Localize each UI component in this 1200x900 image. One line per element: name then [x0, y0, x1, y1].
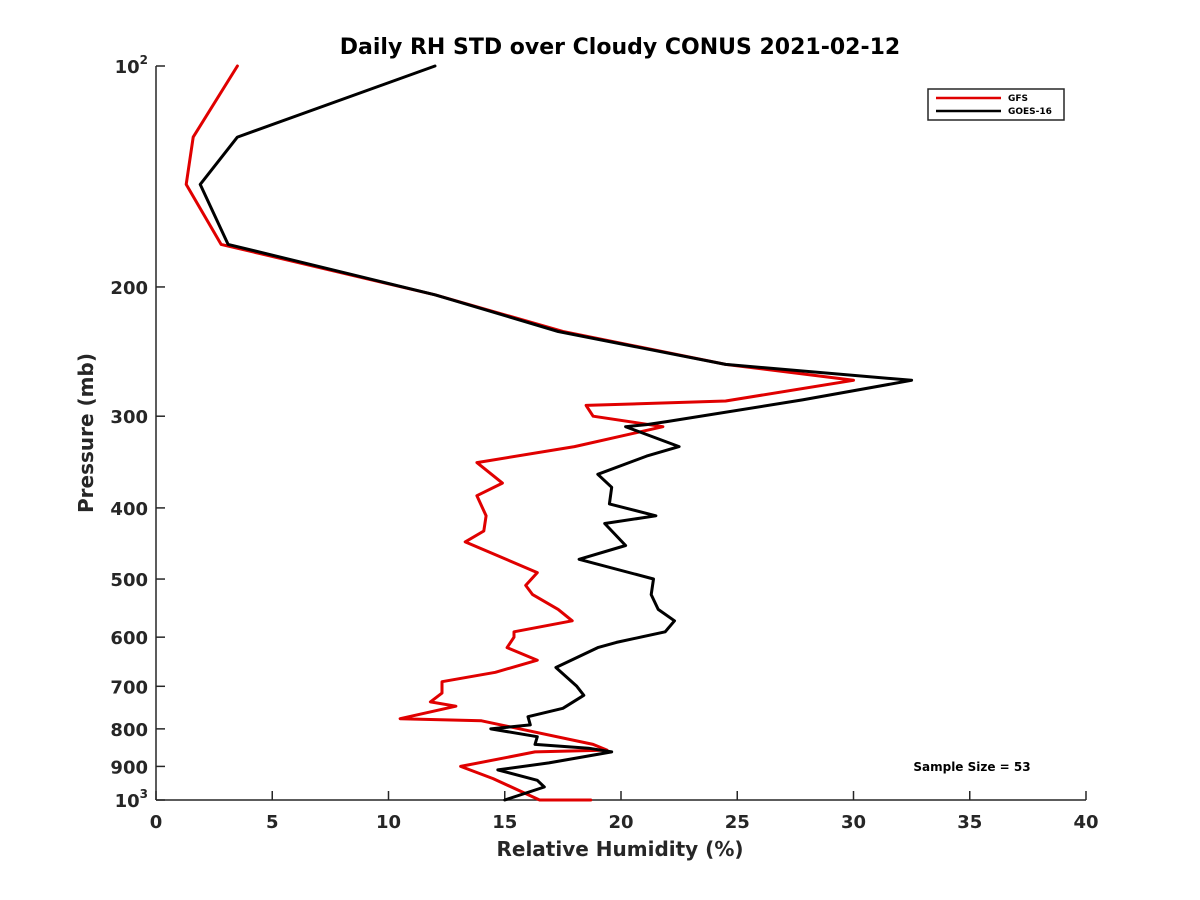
- legend[interactable]: GFS GOES-16: [927, 88, 1065, 121]
- sample-size-annotation: Sample Size = 53: [913, 760, 1030, 774]
- legend-label: GFS: [1008, 94, 1028, 104]
- y-tick-label: 400: [110, 499, 148, 520]
- y-tick-label: 900: [110, 757, 148, 778]
- x-axis-label: Relative Humidity (%): [496, 837, 743, 861]
- x-tick-label: 25: [725, 812, 750, 833]
- x-tick-label: 15: [492, 812, 517, 833]
- y-tick-label: 103: [115, 787, 148, 812]
- y-tick-label: 500: [110, 570, 148, 591]
- series-line-gfs: [184, 64, 855, 802]
- x-tick-label: 30: [841, 812, 866, 833]
- y-tick-label: 600: [110, 628, 148, 649]
- chart-title: Daily RH STD over Cloudy CONUS 2021-02-1…: [340, 35, 900, 60]
- x-tick-label: 10: [376, 812, 401, 833]
- series-line-goes-16: [198, 64, 914, 802]
- y-tick-label: 800: [110, 720, 148, 741]
- y-tick-label: 300: [110, 407, 148, 428]
- x-tick-label: 5: [266, 812, 279, 833]
- axes: 0 5 10 15 20 25 30 35 40 102 200 300 400 500 600 700 800…: [110, 53, 1098, 833]
- x-tick-label: 40: [1073, 812, 1098, 833]
- plot-lines: [184, 64, 914, 802]
- x-tick-label: 0: [150, 812, 163, 833]
- x-tick-label: 35: [957, 812, 982, 833]
- legend-label: GOES-16: [1008, 107, 1052, 117]
- y-tick-label: 200: [110, 278, 148, 299]
- y-tick-label: 700: [110, 677, 148, 698]
- y-axis-label: Pressure (mb): [74, 353, 98, 513]
- legend-box: [927, 88, 1065, 121]
- x-tick-label: 20: [608, 812, 633, 833]
- y-tick-label: 102: [115, 53, 148, 78]
